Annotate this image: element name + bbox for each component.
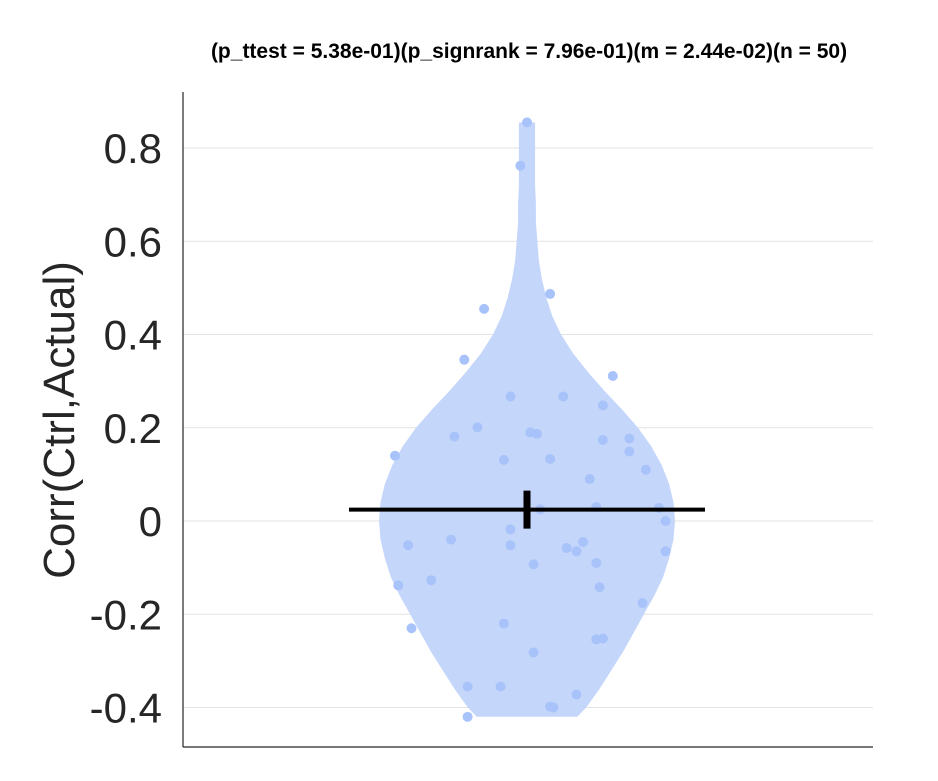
data-point — [403, 540, 414, 551]
data-point — [584, 474, 595, 485]
data-point — [528, 559, 539, 570]
data-point — [479, 303, 490, 314]
data-point — [637, 598, 648, 609]
data-point — [505, 524, 516, 535]
data-point — [660, 516, 671, 526]
y-tick-label: -0.2 — [90, 591, 162, 638]
data-point — [545, 453, 556, 464]
data-point — [548, 702, 559, 713]
y-axis-label: Corr(Ctrl,Actual) — [35, 261, 84, 579]
data-point — [545, 288, 556, 299]
data-point — [505, 391, 516, 402]
data-point — [558, 391, 569, 402]
data-point — [578, 536, 589, 547]
y-tick-label: 0.4 — [104, 312, 162, 359]
data-point — [462, 711, 473, 722]
data-point — [498, 618, 509, 629]
data-point — [495, 681, 506, 692]
data-point — [505, 540, 516, 551]
data-point — [640, 464, 651, 475]
data-point — [597, 633, 608, 644]
data-point — [522, 117, 532, 128]
data-point — [607, 370, 618, 381]
data-point — [624, 433, 635, 444]
chart-title: (p_ttest = 5.38e-01)(p_signrank = 7.96e-… — [211, 40, 847, 63]
y-tick-label: 0.6 — [104, 218, 162, 265]
data-point — [597, 434, 608, 445]
data-point — [472, 422, 483, 433]
data-point — [528, 647, 539, 658]
data-point — [393, 580, 404, 591]
axes — [182, 92, 873, 748]
data-points — [390, 117, 671, 722]
data-point — [426, 575, 437, 586]
data-point — [515, 160, 526, 171]
data-point — [446, 534, 457, 545]
data-point — [591, 557, 602, 568]
data-point — [571, 546, 582, 557]
y-tick-label: 0 — [139, 498, 162, 545]
data-point — [462, 681, 473, 692]
data-point — [449, 431, 460, 442]
y-tick-labels: -0.4 -0.2 0 0.2 0.4 0.6 0.8 — [90, 125, 162, 732]
mean-marker — [349, 490, 705, 529]
data-point — [459, 354, 470, 365]
y-tick-label: -0.4 — [90, 685, 162, 732]
data-point — [594, 582, 605, 593]
y-tick-label: 0.2 — [104, 405, 162, 452]
data-point — [390, 450, 400, 461]
data-point — [660, 546, 671, 557]
data-point — [597, 400, 608, 411]
y-tick-label: 0.8 — [104, 125, 162, 172]
data-point — [571, 689, 582, 700]
violin-body — [379, 122, 675, 717]
data-point — [406, 623, 417, 634]
data-point — [624, 446, 635, 457]
data-point — [498, 454, 509, 465]
data-point — [525, 427, 536, 438]
data-point — [561, 543, 572, 554]
